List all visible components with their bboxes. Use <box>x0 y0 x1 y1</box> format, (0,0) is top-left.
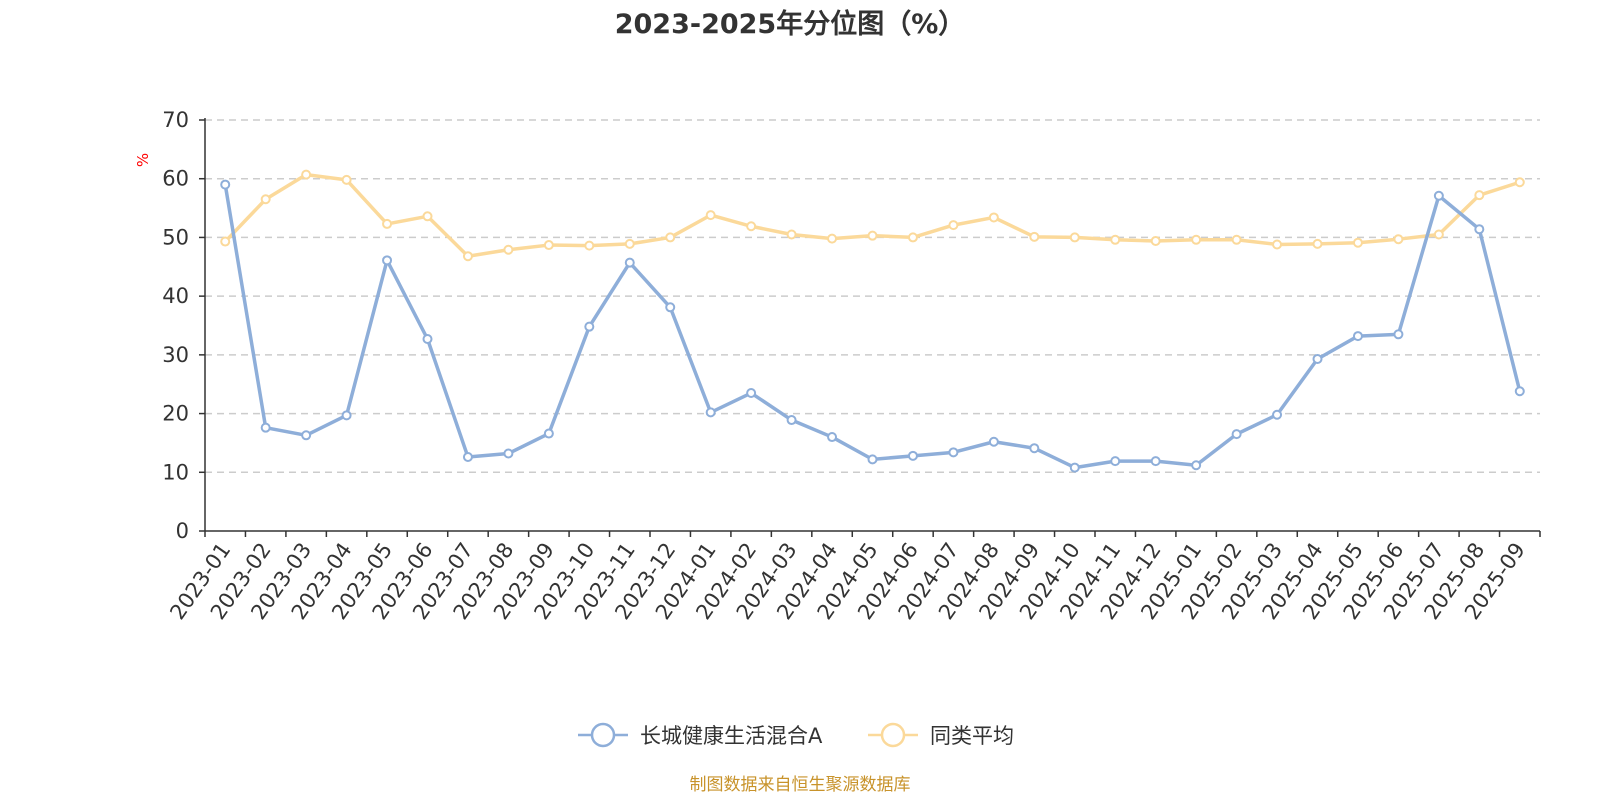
data-point[interactable] <box>827 432 838 443</box>
data-point[interactable] <box>1110 234 1121 245</box>
data-point[interactable] <box>786 229 797 240</box>
legend-label: 同类平均 <box>930 724 1014 748</box>
data-point[interactable] <box>948 447 959 458</box>
series-0 <box>220 179 1525 473</box>
data-point[interactable] <box>988 212 999 223</box>
legend-marker <box>880 722 906 748</box>
data-point[interactable] <box>422 211 433 222</box>
data-point[interactable] <box>988 436 999 447</box>
data-point[interactable] <box>1029 231 1040 242</box>
data-point[interactable] <box>867 454 878 465</box>
data-point[interactable] <box>341 174 352 185</box>
data-point[interactable] <box>1029 443 1040 454</box>
y-tick-label: 0 <box>176 519 189 543</box>
legend-item-1[interactable]: 同类平均 <box>868 722 1014 748</box>
y-tick-label: 10 <box>162 460 189 484</box>
y-tick-label: 40 <box>162 284 189 308</box>
data-point[interactable] <box>382 255 393 266</box>
y-axis-label: % <box>134 153 152 167</box>
data-point[interactable] <box>260 194 271 205</box>
y-tick-label: 70 <box>162 108 189 132</box>
data-point[interactable] <box>665 302 676 313</box>
data-point[interactable] <box>1069 232 1080 243</box>
data-point[interactable] <box>1272 239 1283 250</box>
data-point[interactable] <box>1393 234 1404 245</box>
data-point[interactable] <box>503 448 514 459</box>
legend-label: 长城健康生活混合A <box>640 724 823 748</box>
source-note: 制图数据来自恒生聚源数据库 <box>690 775 911 795</box>
y-tick-label: 20 <box>162 402 189 426</box>
data-point[interactable] <box>786 415 797 426</box>
y-tick-label: 60 <box>162 167 189 191</box>
legend-item-0[interactable]: 长城健康生活混合A <box>578 722 823 748</box>
data-point[interactable] <box>1312 238 1323 249</box>
data-point[interactable] <box>746 388 757 399</box>
data-point[interactable] <box>624 257 635 268</box>
legend-marker <box>590 722 616 748</box>
data-point[interactable] <box>1231 234 1242 245</box>
data-point[interactable] <box>1272 409 1283 420</box>
data-point[interactable] <box>1231 429 1242 440</box>
data-point[interactable] <box>624 238 635 249</box>
data-point[interactable] <box>260 422 271 433</box>
data-point[interactable] <box>948 220 959 231</box>
chart-title: 2023-2025年分位图（%） <box>615 8 966 40</box>
data-point[interactable] <box>543 240 554 251</box>
y-tick-label: 30 <box>162 343 189 367</box>
data-point[interactable] <box>907 450 918 461</box>
series-lines <box>220 169 1525 473</box>
data-point[interactable] <box>301 430 312 441</box>
data-point[interactable] <box>1150 456 1161 467</box>
data-point[interactable] <box>1352 237 1363 248</box>
data-point[interactable] <box>220 236 231 247</box>
data-point[interactable] <box>705 210 716 221</box>
data-point[interactable] <box>705 407 716 418</box>
grid-lines <box>205 119 1540 474</box>
series-line-1 <box>223 172 1521 258</box>
data-point[interactable] <box>1312 353 1323 364</box>
legend[interactable]: 长城健康生活混合A 同类平均 <box>578 722 1014 748</box>
data-point[interactable] <box>584 240 595 251</box>
data-point[interactable] <box>867 230 878 241</box>
data-point[interactable] <box>746 221 757 232</box>
series-line-0 <box>223 184 1522 470</box>
data-point[interactable] <box>1393 329 1404 340</box>
data-point[interactable] <box>665 232 676 243</box>
data-point[interactable] <box>341 410 352 421</box>
data-point[interactable] <box>1069 462 1080 473</box>
axes: 0102030405060702023-012023-022023-032023… <box>162 108 1541 624</box>
data-point[interactable] <box>1514 386 1525 397</box>
data-point[interactable] <box>1110 456 1121 467</box>
data-point[interactable] <box>1191 460 1202 471</box>
series-1 <box>220 169 1525 262</box>
data-point[interactable] <box>301 169 312 180</box>
data-point[interactable] <box>584 321 595 332</box>
data-point[interactable] <box>462 452 473 463</box>
data-point[interactable] <box>543 428 554 439</box>
data-point[interactable] <box>422 334 433 345</box>
data-point[interactable] <box>1474 190 1485 201</box>
data-point[interactable] <box>462 251 473 262</box>
y-tick-label: 50 <box>162 225 189 249</box>
data-point[interactable] <box>1474 224 1485 235</box>
data-point[interactable] <box>1191 234 1202 245</box>
data-point[interactable] <box>1433 229 1444 240</box>
data-point[interactable] <box>503 244 514 255</box>
data-point[interactable] <box>382 218 393 229</box>
data-point[interactable] <box>907 232 918 243</box>
data-point[interactable] <box>220 179 231 190</box>
data-point[interactable] <box>827 233 838 244</box>
data-point[interactable] <box>1352 331 1363 342</box>
data-point[interactable] <box>1150 235 1161 246</box>
data-point[interactable] <box>1514 177 1525 188</box>
data-point[interactable] <box>1433 190 1444 201</box>
